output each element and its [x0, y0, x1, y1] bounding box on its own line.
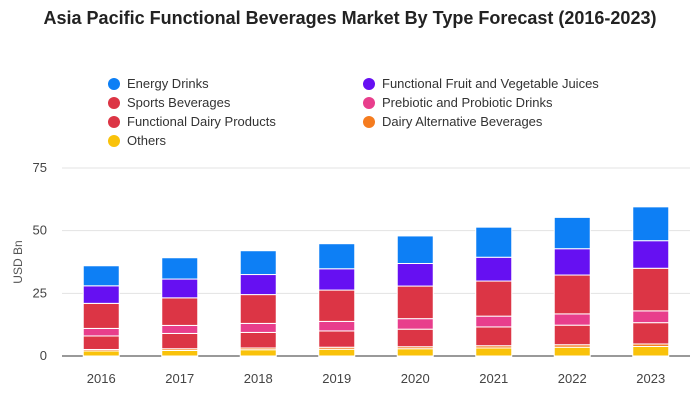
x-tick-label: 2017	[165, 371, 194, 386]
bar-segment	[475, 256, 513, 282]
bar-segment	[239, 250, 277, 276]
legend-item[interactable]: Others	[108, 133, 166, 148]
bar-segment	[318, 320, 356, 332]
bar-segment	[475, 226, 513, 258]
y-tick-label: 0	[40, 348, 47, 363]
bar-segment	[396, 328, 434, 348]
x-tick-label: 2021	[479, 371, 508, 386]
bar-segment	[161, 349, 199, 357]
chart-title: Asia Pacific Functional Beverages Market…	[43, 8, 657, 28]
x-tick-label: 2016	[87, 371, 116, 386]
legend-swatch	[108, 115, 120, 128]
bar-segment	[632, 267, 670, 312]
legend-item[interactable]: Energy Drinks	[108, 76, 209, 91]
bar-segment	[82, 327, 120, 337]
legend-swatch	[108, 134, 120, 147]
bar-segment	[553, 216, 591, 250]
bar-segment	[396, 235, 434, 265]
legend: Energy Drinks Functional Fruit and Vegeta…	[0, 0, 700, 160]
legend-item[interactable]: Prebiotic and Probiotic Drinks	[363, 95, 553, 110]
bar-segment	[239, 294, 277, 324]
bar-segment	[396, 285, 434, 320]
bar-segment	[318, 243, 356, 270]
legend-swatch	[108, 77, 120, 90]
bar-segment	[553, 313, 591, 326]
bar-segment	[161, 297, 199, 326]
bar-segment	[475, 326, 513, 347]
bar-segment	[553, 248, 591, 276]
legend-item[interactable]: Sports Beverages	[108, 95, 230, 110]
x-tick-label: 2022	[558, 371, 587, 386]
bar-segment	[318, 348, 356, 357]
bar-segment	[553, 346, 591, 357]
bar-segment	[553, 274, 591, 315]
legend-label: Sports Beverages	[127, 95, 231, 110]
legend-label: Energy Drinks	[127, 76, 209, 91]
legend-swatch	[363, 77, 375, 90]
bar-segment	[553, 324, 591, 346]
bar-segment	[161, 278, 199, 299]
bar-segment	[239, 349, 277, 357]
bar-segment	[161, 257, 199, 280]
x-tick-label: 2023	[636, 371, 665, 386]
bar-segment	[632, 322, 670, 345]
bar-segment	[82, 265, 120, 287]
bar-segment	[161, 324, 199, 334]
legend-label: Dairy Alternative Beverages	[382, 114, 543, 129]
bar-segment	[475, 315, 513, 328]
bar-segment	[632, 310, 670, 324]
legend-swatch	[363, 96, 375, 109]
legend-item[interactable]: Dairy Alternative Beverages	[363, 114, 542, 129]
bar-segment	[318, 330, 356, 348]
x-tick-label: 2018	[244, 371, 273, 386]
bar-segment	[239, 274, 277, 296]
bar-segment	[632, 206, 670, 242]
legend-swatch	[108, 96, 120, 109]
y-tick-label: 50	[33, 223, 47, 238]
y-tick-label: 75	[33, 160, 47, 175]
legend-label: Functional Fruit and Vegetable Juices	[382, 76, 599, 91]
bar-segment	[396, 318, 434, 330]
bar-segment	[475, 347, 513, 357]
legend-label: Functional Dairy Products	[127, 114, 276, 129]
legend-item[interactable]: Functional Dairy Products	[108, 114, 276, 129]
bar-segment	[318, 289, 356, 322]
bar-segment	[82, 285, 120, 304]
y-axis-title: USD Bn	[11, 240, 25, 283]
legend-swatch	[363, 115, 375, 128]
x-tick-label: 2019	[322, 371, 351, 386]
bar-segment	[475, 280, 513, 317]
bar-segment	[82, 350, 120, 357]
bar-segment	[239, 322, 277, 333]
bar-segment	[318, 268, 356, 291]
legend-label: Prebiotic and Probiotic Drinks	[382, 95, 553, 110]
bar-segment	[632, 240, 670, 269]
bar-segment	[82, 335, 120, 350]
bar-segment	[632, 345, 670, 357]
bar-segment	[82, 302, 120, 329]
bar-segment	[161, 332, 199, 350]
x-tick-label: 2020	[401, 371, 430, 386]
bar-segment	[239, 331, 277, 349]
bar-segment	[396, 263, 434, 287]
bar-segment	[396, 348, 434, 357]
legend-label: Others	[127, 133, 167, 148]
y-tick-label: 25	[33, 285, 47, 300]
legend-item[interactable]: Functional Fruit and Vegetable Juices	[363, 76, 599, 91]
